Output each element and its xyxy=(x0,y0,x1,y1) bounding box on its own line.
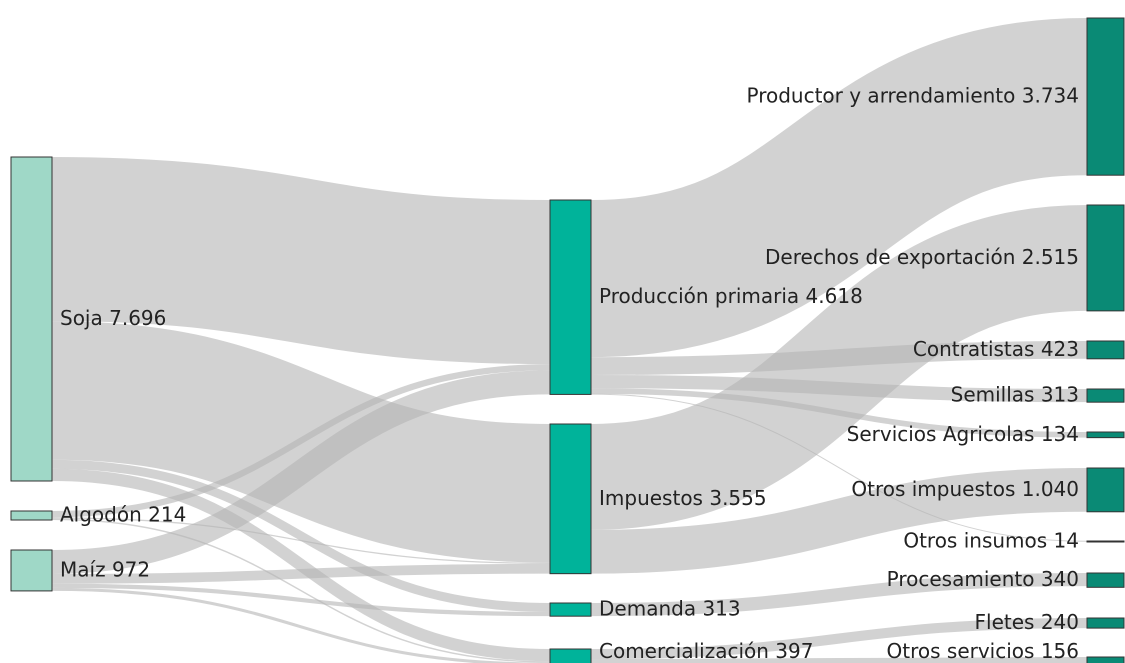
links xyxy=(51,18,1089,663)
link xyxy=(590,618,1088,660)
node-label: Producción primaria 4.618 xyxy=(599,284,863,308)
link xyxy=(590,573,1088,617)
node-label: Algodón 214 xyxy=(60,502,186,526)
node-label: Soja 7.696 xyxy=(60,306,166,330)
link xyxy=(51,587,551,663)
link xyxy=(590,393,1088,542)
node-label: Productor y arrendamiento 3.734 xyxy=(746,83,1079,107)
node-name: Soja xyxy=(60,306,103,330)
node xyxy=(1086,17,1125,176)
node-value: 397 xyxy=(775,639,813,663)
node-label: Contratistas 423 xyxy=(913,336,1079,360)
node xyxy=(549,648,592,663)
node xyxy=(1086,204,1125,312)
node-value: 14 xyxy=(1054,528,1079,552)
link xyxy=(51,563,551,584)
node-name: Procesamiento xyxy=(887,567,1035,591)
node xyxy=(1086,540,1125,543)
link xyxy=(51,468,551,662)
node xyxy=(1086,572,1125,588)
node-value: 423 xyxy=(1041,336,1079,360)
node-value: 2.515 xyxy=(1022,244,1079,268)
node-value: 340 xyxy=(1041,567,1079,591)
node xyxy=(1086,656,1125,663)
node-name: Producción primaria xyxy=(599,284,799,308)
link xyxy=(51,518,551,663)
link xyxy=(51,459,551,612)
node-label: Derechos de exportación 2.515 xyxy=(765,244,1079,268)
node xyxy=(1086,340,1125,360)
node-name: Semillas xyxy=(951,382,1035,406)
node-label: Procesamiento 340 xyxy=(887,567,1079,591)
node xyxy=(549,602,592,617)
node xyxy=(10,156,53,482)
node-label: Otros servicios 156 xyxy=(887,639,1079,663)
node xyxy=(10,549,53,592)
node xyxy=(1086,467,1125,513)
node-label: Semillas 313 xyxy=(951,382,1079,406)
node-value: 313 xyxy=(702,596,740,620)
node-value: 134 xyxy=(1041,421,1079,445)
link xyxy=(51,364,551,518)
link xyxy=(590,657,1088,663)
node-name: Comercialización xyxy=(599,639,769,663)
node xyxy=(10,510,53,521)
node-value: 3.555 xyxy=(709,485,766,509)
link xyxy=(51,157,551,365)
link xyxy=(589,205,1089,530)
node xyxy=(549,423,592,575)
node-name: Maíz xyxy=(60,557,106,581)
node-label: Servicios Agricolas 134 xyxy=(847,421,1079,445)
node-value: 972 xyxy=(112,557,150,581)
node-value: 3.734 xyxy=(1022,83,1079,107)
node-value: 240 xyxy=(1041,610,1079,634)
node-name: Otros impuestos xyxy=(851,476,1015,500)
node-value: 1.040 xyxy=(1022,476,1079,500)
link xyxy=(51,370,551,574)
node-name: Impuestos xyxy=(599,485,703,509)
node-label: Maíz 972 xyxy=(60,557,150,581)
node xyxy=(1086,388,1125,403)
node-name: Servicios Agricolas xyxy=(847,421,1035,445)
node-name: Algodón xyxy=(60,502,142,526)
node-label: Demanda 313 xyxy=(599,596,741,620)
node xyxy=(1086,617,1125,629)
node-label: Otros impuestos 1.040 xyxy=(851,476,1079,500)
node-value: 313 xyxy=(1041,382,1079,406)
node-value: 7.696 xyxy=(109,306,166,330)
link xyxy=(589,18,1089,358)
node-name: Otros insumos xyxy=(903,528,1047,552)
node-name: Demanda xyxy=(599,596,696,620)
link xyxy=(590,468,1088,574)
node-label: Comercialización 397 xyxy=(599,639,813,663)
node xyxy=(549,199,592,395)
node-name: Derechos de exportación xyxy=(765,244,1015,268)
node-label: Impuestos 3.555 xyxy=(599,485,767,509)
node xyxy=(1086,431,1125,439)
node-name: Productor y arrendamiento xyxy=(746,83,1015,107)
node-value: 4.618 xyxy=(806,284,863,308)
node-value: 214 xyxy=(148,502,186,526)
link xyxy=(51,517,551,564)
node-name: Fletes xyxy=(975,610,1035,634)
node-name: Otros servicios xyxy=(887,639,1035,663)
node-label: Otros insumos 14 xyxy=(903,528,1079,552)
node-name: Contratistas xyxy=(913,336,1035,360)
node-value: 156 xyxy=(1041,639,1079,663)
link xyxy=(51,583,551,617)
node-label: Fletes 240 xyxy=(975,610,1079,634)
